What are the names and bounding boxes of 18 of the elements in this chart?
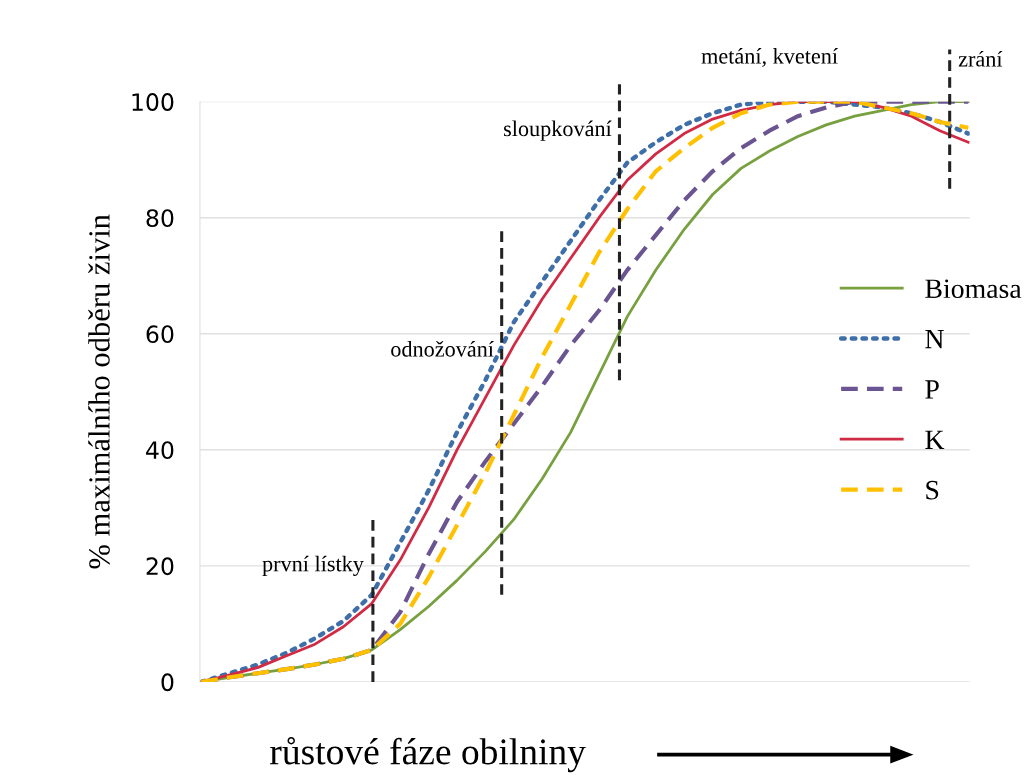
- y-tick-label: 100: [132, 93, 174, 111]
- legend-label: K: [925, 430, 945, 449]
- legend-label: S: [926, 480, 939, 500]
- y-tick-label: 20: [146, 557, 174, 576]
- y-tick-label: 40: [146, 441, 174, 460]
- y-axis-title: % maximálního odběru živin: [88, 214, 110, 569]
- y-tick-label: 80: [146, 209, 174, 228]
- legend-label: Biomasa: [925, 279, 1022, 299]
- text: zrání: [958, 50, 1003, 67]
- y-tick-label: 0: [161, 673, 174, 692]
- legend-label: P: [925, 380, 939, 399]
- y-tick-label: 60: [146, 325, 174, 344]
- legend-label: N: [925, 330, 944, 349]
- text: metání, kvetení: [701, 48, 838, 67]
- x-axis-title: růstové fáze obilniny: [270, 737, 586, 773]
- annotation: první lístky: [262, 555, 364, 576]
- annotation: sloupkování: [504, 120, 612, 141]
- annotation: odnožování: [391, 341, 494, 357]
